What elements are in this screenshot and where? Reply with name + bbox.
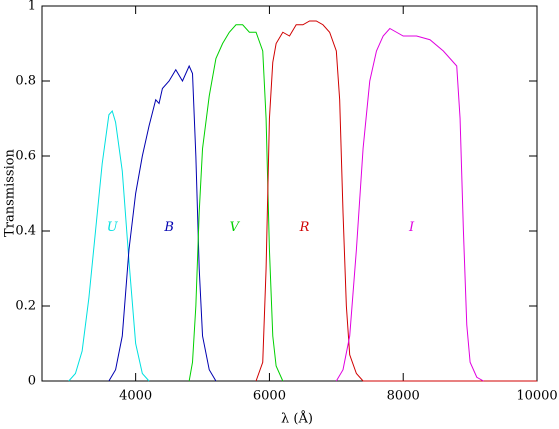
series-line — [255, 20, 537, 382]
x-tick-label: 8000 — [387, 389, 420, 404]
y-tick-label: 0.2 — [15, 299, 36, 314]
series-line — [68, 109, 150, 382]
series-label: B — [163, 220, 174, 235]
x-axis-label: λ (Å) — [281, 411, 313, 427]
series-line — [188, 24, 284, 382]
x-tick-label: 4000 — [119, 389, 152, 404]
y-axis-label: Transmission — [3, 148, 18, 236]
series-label: R — [299, 220, 310, 235]
series-line — [335, 27, 484, 382]
x-tick-label: 10000 — [516, 389, 557, 404]
y-tick-label: 0 — [28, 374, 36, 389]
y-tick-label: 0.4 — [15, 224, 36, 239]
series-label: V — [230, 220, 241, 235]
y-tick-label: 0.8 — [15, 74, 36, 89]
series-label: U — [107, 220, 119, 235]
x-tick-label: 6000 — [253, 389, 286, 404]
plot-frame — [41, 5, 538, 382]
series-line — [108, 64, 217, 382]
y-tick-label: 0.6 — [15, 149, 36, 164]
series-label: I — [408, 220, 415, 235]
y-tick-label: 1 — [28, 0, 36, 14]
